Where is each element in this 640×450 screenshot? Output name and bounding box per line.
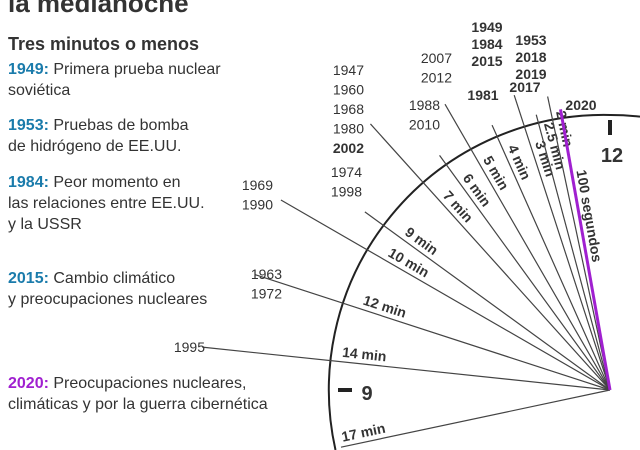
note-year: 1984:	[8, 174, 49, 191]
year-label: 2019	[515, 66, 546, 82]
note-year: 2015:	[8, 270, 49, 287]
year-label: 1949	[471, 19, 502, 35]
year-label: 1981	[467, 87, 498, 103]
year-label: 1960	[333, 82, 364, 98]
note: 2015: Cambio climático	[8, 270, 175, 287]
minute-line	[340, 389, 611, 448]
year-label: 2012	[421, 70, 452, 86]
year-label: 1995	[174, 339, 205, 355]
note: 2020: Preocupaciones nucleares,	[8, 375, 246, 392]
note-text: y preocupaciones nucleares	[8, 291, 207, 308]
note-text: las relaciones entre EE.UU.	[8, 195, 205, 212]
year-label: 2020	[565, 97, 596, 113]
year-label: 2018	[515, 49, 546, 65]
year-label: 2007	[421, 50, 452, 66]
subtitle: Tres minutos o menos	[8, 34, 199, 54]
year-label: 2010	[409, 117, 440, 133]
note-text: de hidrógeno de EE.UU.	[8, 138, 181, 155]
note-text: Pruebas de bomba	[53, 117, 188, 134]
year-label: 1974	[331, 164, 362, 180]
hour-label: 9	[361, 383, 372, 405]
year-label: 2002	[333, 140, 364, 156]
minute-label: 14 min	[342, 344, 388, 365]
minute-line	[547, 96, 611, 391]
minute-line	[255, 274, 611, 391]
note-year: 1953:	[8, 117, 49, 134]
year-label: 1998	[331, 184, 362, 200]
minute-line	[513, 94, 611, 391]
note-year: 1949:	[8, 61, 49, 78]
hour-label: 12	[601, 145, 623, 167]
minute-line	[444, 103, 611, 391]
minute-line	[559, 109, 612, 391]
minute-line	[439, 155, 611, 391]
year-label: 1990	[242, 197, 273, 213]
year-label: 1988	[409, 97, 440, 113]
minute-line	[370, 123, 611, 391]
year-label: 1972	[251, 286, 282, 302]
note-text: Cambio climático	[53, 270, 175, 287]
year-label: 1947	[333, 62, 364, 78]
minute-line	[280, 199, 611, 391]
note-text: y la USSR	[8, 216, 82, 233]
year-label: 2017	[509, 79, 540, 95]
year-label: 1969	[242, 177, 273, 193]
note: 1953: Pruebas de bomba	[8, 117, 189, 134]
note-text: Peor momento en	[53, 174, 180, 191]
minute-line	[535, 114, 611, 391]
note-text: soviética	[8, 82, 70, 99]
note-year: 2020:	[8, 375, 49, 392]
year-label: 1963	[251, 266, 282, 282]
minute-label: 17 min	[340, 420, 387, 445]
note: 1984: Peor momento en	[8, 174, 181, 191]
year-label: 1953	[515, 32, 546, 48]
year-label: 2015	[471, 53, 502, 69]
minute-line	[491, 124, 611, 391]
note-text: Preocupaciones nucleares,	[53, 375, 246, 392]
year-label: 1984	[471, 36, 502, 52]
note: 1949: Primera prueba nuclear	[8, 61, 221, 78]
clock-arc	[327, 113, 640, 450]
minute-line	[364, 211, 611, 391]
title: la medianoche	[8, 0, 189, 18]
note-text: Primera prueba nuclear	[53, 61, 221, 78]
note-text: climáticas y por la guerra cibernética	[8, 396, 268, 413]
year-label: 1980	[333, 121, 364, 137]
year-label: 1968	[333, 101, 364, 117]
minute-line	[202, 346, 611, 391]
